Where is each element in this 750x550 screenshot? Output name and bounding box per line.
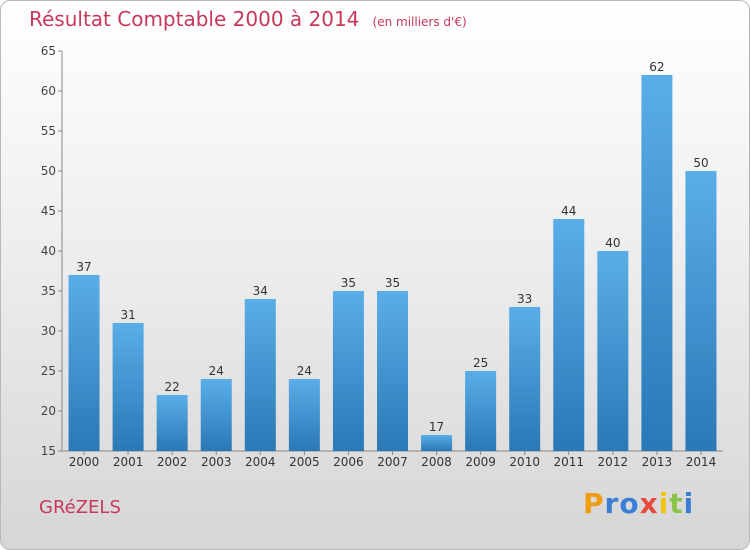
bar-2002 — [156, 395, 188, 451]
x-tick-label-2005: 2005 — [289, 455, 320, 469]
y-tick-label: 30 — [41, 324, 56, 338]
data-label-2010: 33 — [517, 292, 532, 306]
y-tick-label: 35 — [41, 284, 56, 298]
data-label-2005: 24 — [297, 364, 312, 378]
bar-2013 — [641, 75, 673, 451]
logo-letter: i — [658, 487, 670, 520]
bar-2000 — [68, 275, 100, 451]
x-tick-label-2008: 2008 — [421, 455, 452, 469]
x-tick-label-2014: 2014 — [686, 455, 717, 469]
bar-2012 — [597, 251, 629, 451]
bar-2014 — [685, 171, 717, 451]
logo-letter: i — [683, 487, 695, 520]
data-label-2006: 35 — [341, 276, 356, 290]
logo-letter: r — [604, 487, 620, 520]
x-tick-label-2012: 2012 — [598, 455, 629, 469]
y-tick-label: 25 — [41, 364, 56, 378]
data-label-2003: 24 — [209, 364, 224, 378]
bar-2010 — [509, 307, 541, 451]
data-label-2011: 44 — [561, 204, 576, 218]
x-tick-label-2001: 2001 — [113, 455, 144, 469]
logo-letter: x — [639, 487, 659, 520]
bar-2011 — [553, 219, 585, 451]
data-label-2009: 25 — [473, 356, 488, 370]
data-label-2004: 34 — [253, 284, 268, 298]
bar-2007 — [377, 291, 408, 451]
bar-2008 — [421, 435, 453, 451]
logo-letter: t — [669, 487, 684, 520]
bar-2009 — [465, 371, 497, 451]
y-tick-label: 20 — [41, 404, 56, 418]
data-label-2000: 37 — [76, 260, 91, 274]
data-label-2008: 17 — [429, 420, 444, 434]
bar-2003 — [200, 379, 232, 451]
data-label-2002: 22 — [165, 380, 180, 394]
logo-letter: P — [583, 487, 605, 520]
commune-name: GRéZELS — [39, 497, 121, 518]
x-tick-label-2009: 2009 — [465, 455, 496, 469]
x-tick-label-2011: 2011 — [553, 455, 584, 469]
data-label-2014: 50 — [693, 156, 708, 170]
data-label-2001: 31 — [120, 308, 135, 322]
chart-title-text: Résultat Comptable 2000 à 2014 — [29, 7, 360, 31]
y-tick-label: 45 — [41, 204, 56, 218]
bar-2006 — [332, 291, 364, 451]
x-tick-label-2002: 2002 — [157, 455, 188, 469]
y-tick-label: 55 — [41, 124, 56, 138]
data-label-2013: 62 — [649, 60, 664, 74]
chart-subtitle: (en milliers d'€) — [372, 15, 467, 29]
data-label-2007: 35 — [385, 276, 400, 290]
x-tick-label-2003: 2003 — [201, 455, 232, 469]
data-label-2012: 40 — [605, 236, 620, 250]
x-tick-label-2007: 2007 — [377, 455, 408, 469]
y-tick-label: 40 — [41, 244, 56, 258]
y-tick-label: 50 — [41, 164, 56, 178]
proxiti-logo: Proxiti — [583, 487, 694, 520]
y-tick-label: 65 — [41, 44, 56, 58]
y-tick-label: 60 — [41, 84, 56, 98]
x-tick-label-2006: 2006 — [333, 455, 364, 469]
y-tick-label: 15 — [41, 444, 56, 458]
bar-2001 — [112, 323, 144, 451]
bar-2004 — [244, 299, 276, 451]
x-tick-label-2000: 2000 — [69, 455, 100, 469]
x-tick-label-2004: 2004 — [245, 455, 276, 469]
x-tick-label-2013: 2013 — [642, 455, 673, 469]
x-tick-label-2010: 2010 — [509, 455, 540, 469]
chart-title: Résultat Comptable 2000 à 2014 (en milli… — [29, 7, 467, 31]
bar-2005 — [288, 379, 320, 451]
logo-letter: o — [619, 487, 640, 520]
